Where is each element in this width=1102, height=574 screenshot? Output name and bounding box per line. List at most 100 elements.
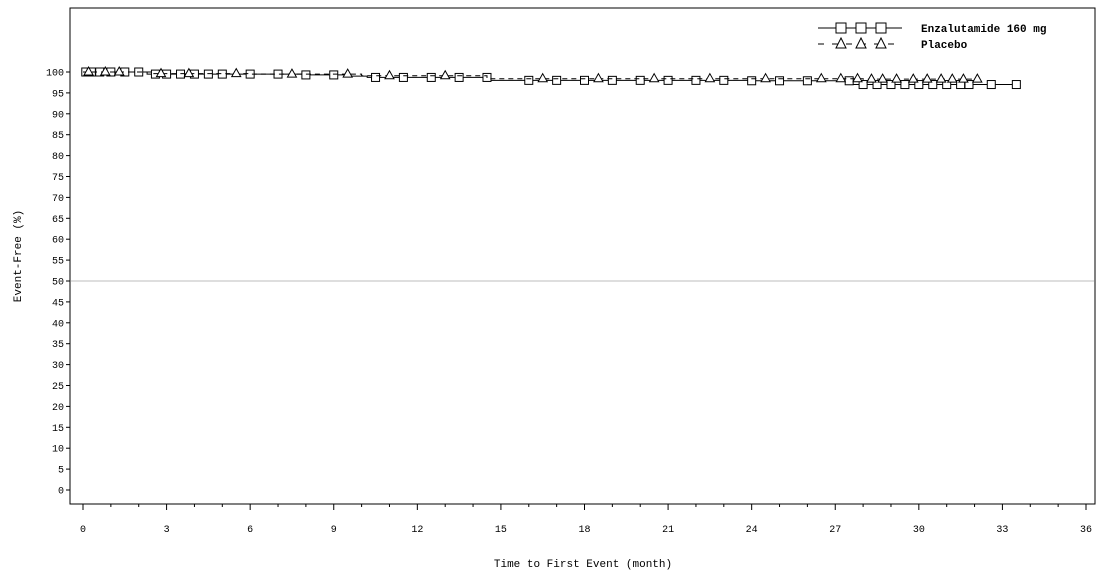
y-tick-label: 40 <box>52 319 64 330</box>
x-tick-label: 30 <box>913 525 925 536</box>
x-tick-label: 15 <box>495 525 507 536</box>
censor-marker-triangle <box>439 69 451 80</box>
censor-marker-square <box>914 80 924 90</box>
censor-marker-square <box>747 76 757 86</box>
censor-marker-triangle <box>593 72 604 83</box>
censor-marker-triangle <box>183 67 195 78</box>
y-tick-label: 25 <box>52 382 64 393</box>
y-tick-label: 0 <box>58 487 64 498</box>
censor-marker-triangle <box>877 73 888 83</box>
y-tick-label: 35 <box>52 340 64 351</box>
y-tick-label: 90 <box>52 110 64 121</box>
y-tick-label: 15 <box>52 424 64 435</box>
y-tick-label: 95 <box>52 89 64 100</box>
y-tick-label: 10 <box>52 445 64 456</box>
censor-marker-triangle <box>704 72 716 83</box>
y-tick-label: 45 <box>52 298 64 309</box>
censor-marker-triangle <box>760 72 771 83</box>
x-tick-label: 27 <box>829 525 841 536</box>
y-axis: 0 5 10 15 20 25 30 35 40 45 50 55 60 65 70 75 80 85 90 95 10… <box>46 69 70 498</box>
y-tick-label: 55 <box>52 257 64 268</box>
legend-marker-square <box>855 22 867 34</box>
y-tick-label: 60 <box>52 236 64 247</box>
censor-marker-triangle <box>537 72 549 83</box>
censor-marker-triangle <box>907 73 919 83</box>
y-tick-label: 70 <box>52 194 64 205</box>
legend: Enzalutamide 160 mg Placebo <box>818 22 1046 52</box>
y-tick-label: 5 <box>58 466 64 477</box>
plot-frame <box>69 7 1096 505</box>
censor-marker-square <box>580 75 589 85</box>
censor-marker-square <box>802 76 812 86</box>
censor-marker-triangle <box>815 72 827 83</box>
series-placebo <box>83 65 983 83</box>
censor-marker-square <box>454 72 464 82</box>
censor-marker-triangle <box>891 73 902 83</box>
legend-marker-triangle <box>875 36 887 49</box>
survival-curve <box>83 71 978 80</box>
censor-marker-triangle <box>384 69 395 80</box>
censor-marker-triangle <box>155 67 167 78</box>
x-tick-label: 36 <box>1080 525 1092 536</box>
censor-marker-square <box>329 70 339 80</box>
censor-marker-triangle <box>971 73 983 83</box>
y-tick-label: 100 <box>46 69 64 80</box>
censor-marker-triangle <box>866 73 877 83</box>
y-tick-label: 75 <box>52 173 64 184</box>
censor-marker-square <box>1011 80 1021 90</box>
censor-marker-triangle <box>342 68 354 78</box>
x-tick-label: 6 <box>247 525 253 536</box>
x-axis: 0 3 6 9 12 15 18 21 24 27 30 33 36 <box>80 504 1092 536</box>
censor-marker-triangle <box>958 73 969 83</box>
censor-marker-square <box>900 80 910 90</box>
censor-marker-square <box>635 75 645 85</box>
x-tick-label: 18 <box>578 525 590 536</box>
censor-marker-triangle <box>83 65 94 76</box>
legend-item-enzalutamide: Enzalutamide 160 mg <box>818 22 1046 36</box>
censor-marker-square <box>691 75 701 85</box>
legend-marker-triangle <box>855 36 867 49</box>
censor-marker-triangle <box>946 73 958 83</box>
x-axis-title: Time to First Event (month) <box>494 559 672 571</box>
censor-marker-square <box>964 80 974 90</box>
legend-label-enzalutamide: Enzalutamide 160 mg <box>921 24 1046 36</box>
series-group <box>81 65 1021 90</box>
censor-marker-square <box>844 76 854 86</box>
censor-marker-triangle <box>852 72 863 83</box>
legend-item-placebo: Placebo <box>818 36 968 52</box>
censor-marker-triangle <box>835 72 847 83</box>
censor-marker-triangle <box>113 65 125 76</box>
y-tick-label: 50 <box>52 278 64 289</box>
censor-marker-square <box>872 80 882 90</box>
x-tick-label: 12 <box>411 525 423 536</box>
censor-marker-triangle <box>648 72 660 83</box>
x-tick-label: 9 <box>331 525 337 536</box>
y-tick-label: 30 <box>52 361 64 372</box>
x-tick-label: 24 <box>746 525 758 536</box>
x-tick-label: 0 <box>80 525 86 536</box>
censor-marker-square <box>371 72 381 82</box>
y-tick-label: 85 <box>52 131 64 142</box>
legend-marker-square <box>835 22 847 34</box>
censor-marker-triangle <box>286 68 298 78</box>
censor-marker-square <box>886 80 896 90</box>
censor-marker-square <box>552 75 562 85</box>
series-enzalutamide <box>81 67 1021 90</box>
censor-marker-square <box>775 76 785 86</box>
censor-marker-square <box>663 75 673 85</box>
censor-marker-square <box>986 80 996 90</box>
censor-marker-triangle <box>230 67 242 78</box>
censor-marker-square <box>398 72 408 82</box>
censor-marker-square <box>928 80 938 90</box>
legend-label-placebo: Placebo <box>921 40 968 52</box>
censor-marker-square <box>301 70 311 80</box>
x-tick-label: 3 <box>164 525 170 536</box>
y-tick-label: 80 <box>52 152 64 163</box>
censor-marker-square <box>607 75 617 85</box>
y-tick-label: 65 <box>52 215 64 226</box>
censor-marker-square <box>524 75 534 85</box>
censor-marker-square <box>858 80 868 90</box>
x-tick-label: 21 <box>662 525 674 536</box>
y-axis-title: Event-Free (%) <box>13 210 25 302</box>
